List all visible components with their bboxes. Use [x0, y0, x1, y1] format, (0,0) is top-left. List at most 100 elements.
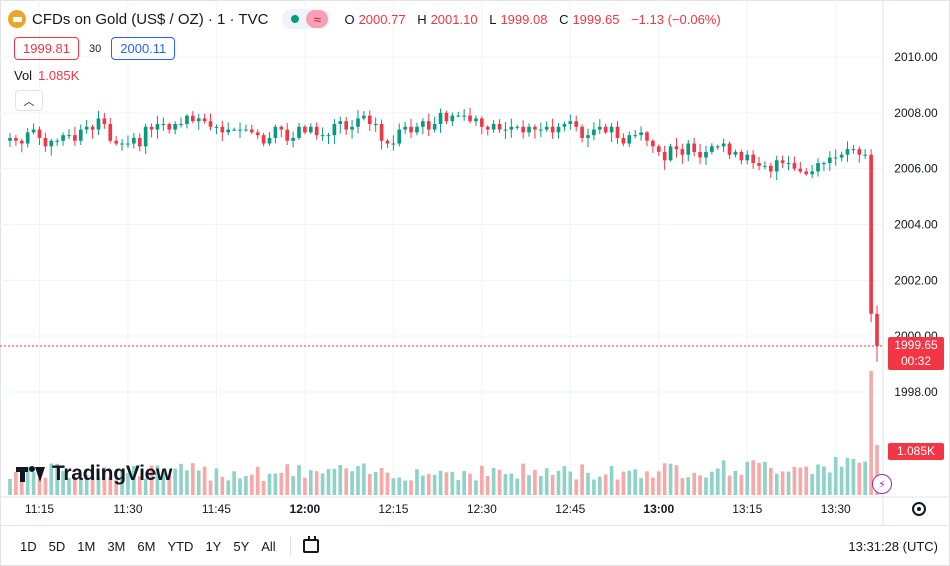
volume-bar	[745, 461, 750, 495]
range-1m[interactable]: 1M	[77, 538, 96, 554]
tradingview-mark-icon	[16, 464, 46, 484]
volume-bar	[839, 466, 844, 495]
candle-body	[562, 124, 567, 127]
candle-body	[43, 137, 48, 147]
tradingview-logo[interactable]: TradingView	[16, 462, 172, 486]
ohlc-values: O 2000.77 H 2001.10 L 1999.08 C 1999.65 −1.1…	[344, 12, 724, 27]
volume-bar	[621, 471, 626, 495]
candle-body	[580, 126, 584, 138]
volume-bar	[126, 473, 130, 495]
candle-body	[273, 126, 278, 138]
candle-body	[521, 126, 525, 133]
candle-body	[586, 135, 590, 138]
volume-bar	[249, 474, 254, 495]
volume-bar	[149, 465, 154, 495]
volume-bar	[143, 478, 148, 495]
time-axis: 11:15 11:30 11:45 12:00 12:15 12:30 12:45 13:00…	[25, 502, 851, 516]
volume-bar	[698, 475, 702, 495]
candle-body	[751, 154, 755, 164]
candle-body	[857, 149, 862, 155]
high-value: 2001.10	[430, 11, 478, 27]
sell-button[interactable]: 1999.81	[14, 37, 79, 60]
volume-bar	[232, 471, 236, 495]
gold-logo-icon	[8, 10, 26, 28]
candle-body	[126, 143, 130, 145]
candle-body	[627, 135, 632, 144]
volume-bar	[403, 480, 407, 495]
volume-bar	[769, 468, 773, 495]
candle-body	[739, 151, 744, 161]
volume-bar	[8, 478, 12, 495]
candle-body	[485, 126, 490, 130]
volume-bar	[367, 473, 372, 495]
lightning-icon[interactable]: ⚡	[872, 474, 892, 494]
candle-body	[822, 163, 826, 165]
volume-bar	[214, 468, 219, 495]
candle-body	[851, 149, 856, 151]
volume-bar	[132, 465, 136, 495]
chevron-up-icon: ︿	[23, 95, 35, 108]
candle-body	[633, 135, 638, 137]
volume-bar	[55, 463, 60, 495]
candle-body	[326, 135, 331, 137]
collapse-legend-button[interactable]: ︿	[15, 90, 43, 111]
candle-body	[550, 126, 555, 133]
candle-body	[78, 129, 83, 141]
volume-bar	[191, 463, 195, 495]
candle-body	[810, 171, 814, 175]
range-5y[interactable]: 5Y	[233, 538, 250, 554]
candle-body	[845, 149, 850, 155]
volume-bar	[285, 464, 290, 495]
time-tick-label: 12:15	[378, 502, 408, 516]
candle-body	[863, 154, 868, 156]
candle-body	[191, 115, 195, 122]
calendar-icon[interactable]	[302, 536, 319, 553]
candle-body	[491, 124, 496, 130]
range-1d[interactable]: 1D	[20, 538, 37, 554]
candle-body	[533, 126, 537, 130]
time-tick-label: 13:30	[821, 502, 851, 516]
volume-bar	[444, 472, 449, 495]
price-tick-label: 2008.00	[894, 106, 938, 120]
range-1y[interactable]: 1Y	[205, 538, 222, 554]
range-5d[interactable]: 5D	[48, 538, 66, 554]
volume-bar	[798, 467, 803, 495]
volume-bar	[120, 469, 124, 495]
symbol-title[interactable]: CFDs on Gold (US$ / OZ) · 1 · TVC	[32, 10, 269, 28]
candle-body	[73, 135, 77, 141]
candle-body	[474, 118, 478, 122]
utc-clock[interactable]: 13:31:28 (UTC)	[848, 538, 938, 554]
candle-body	[438, 112, 443, 124]
volume-bar	[645, 471, 649, 495]
volume-bar	[14, 471, 18, 495]
range-3m[interactable]: 3M	[107, 538, 126, 554]
market-status-pill[interactable]: ≈	[282, 9, 331, 29]
volume-bar	[609, 465, 614, 495]
volume-bar	[314, 471, 319, 495]
candle-body	[391, 143, 396, 145]
candle-body	[37, 129, 42, 138]
candle-body	[314, 126, 319, 136]
range-all[interactable]: All	[261, 538, 276, 554]
volume-legend[interactable]: Vol 1.085K	[14, 68, 79, 83]
volume-bar	[680, 478, 685, 495]
buy-button[interactable]: 2000.11	[111, 37, 176, 60]
gear-icon[interactable]	[912, 502, 926, 516]
candle-body	[792, 163, 797, 169]
candle-body	[662, 151, 667, 161]
volume-bar	[78, 478, 83, 495]
volume-bar	[827, 472, 832, 495]
volume-bar	[84, 474, 89, 495]
volume-bar	[668, 463, 673, 495]
candle-body	[686, 143, 691, 155]
range-ytd[interactable]: YTD	[167, 538, 194, 554]
volume-bar	[544, 468, 549, 495]
volume-bar	[509, 473, 514, 495]
volume-bar	[37, 478, 42, 495]
delayed-data-icon[interactable]: ≈	[306, 10, 329, 28]
time-tick-label: 11:15	[25, 502, 54, 516]
volume-bar	[521, 463, 525, 495]
range-6m[interactable]: 6M	[137, 538, 156, 554]
candle-body	[143, 126, 148, 147]
